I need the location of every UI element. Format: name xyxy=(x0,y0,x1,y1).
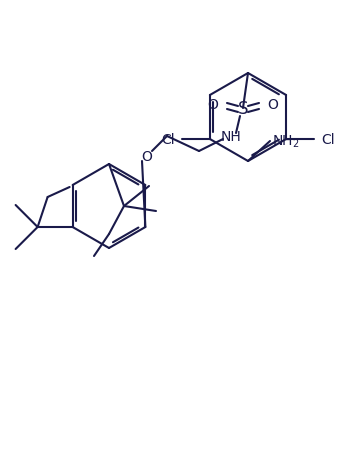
Text: S: S xyxy=(238,100,248,118)
Text: O: O xyxy=(268,98,279,112)
Text: O: O xyxy=(142,150,152,164)
Text: NH: NH xyxy=(221,130,241,144)
Text: Cl: Cl xyxy=(161,133,175,147)
Text: Cl: Cl xyxy=(321,133,335,147)
Text: O: O xyxy=(208,98,219,112)
Text: NH$_2$: NH$_2$ xyxy=(272,133,300,150)
